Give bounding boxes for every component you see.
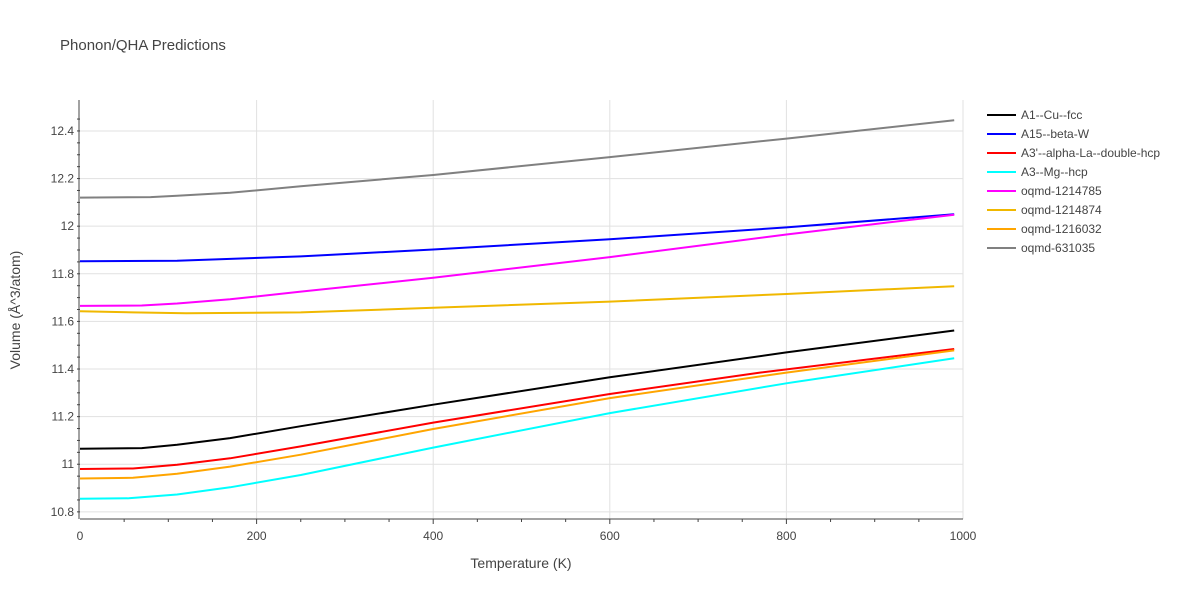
y-tick-label: 12.4 (51, 124, 75, 138)
series-line-7 (79, 349, 955, 480)
x-tick-label: 1000 (950, 529, 977, 543)
legend-item[interactable]: A1--Cu--fcc (987, 108, 1082, 122)
x-tick-label: 200 (247, 529, 267, 543)
y-tick-label: 10.8 (51, 505, 75, 519)
series-line-3 (79, 348, 955, 470)
legend-label: A15--beta-W (1021, 127, 1090, 141)
legend-label: oqmd-1214785 (1021, 184, 1102, 198)
legend-item[interactable]: oqmd-1214785 (987, 184, 1102, 198)
plot-area (79, 119, 955, 500)
x-tick-label: 0 (77, 529, 84, 543)
legend-label: A3--Mg--hcp (1021, 165, 1088, 179)
y-tick-label: 12.2 (51, 172, 75, 186)
y-tick-label: 11.2 (52, 410, 75, 424)
series-line-4 (79, 357, 955, 500)
legend-label: A1--Cu--fcc (1021, 108, 1082, 122)
x-tick-label: 600 (600, 529, 620, 543)
x-axis-ticks: 0 200 400 600 800 1000 (77, 519, 977, 543)
legend-item[interactable]: A3'--alpha-La--double-hcp (987, 146, 1160, 160)
y-tick-label: 12 (61, 219, 75, 233)
x-tick-label: 800 (776, 529, 796, 543)
series-line-5 (79, 213, 955, 307)
legend-item[interactable]: oqmd-631035 (987, 241, 1095, 255)
legend-item[interactable]: A3--Mg--hcp (987, 165, 1088, 179)
x-tick-label: 400 (423, 529, 443, 543)
series-line-1 (79, 329, 955, 450)
legend-label: oqmd-631035 (1021, 241, 1095, 255)
y-tick-label: 11.8 (52, 267, 75, 281)
legend-label: oqmd-1214874 (1021, 203, 1102, 217)
grid (80, 100, 964, 519)
y-axis-title: Volume (Å^3/atom) (7, 251, 23, 370)
legend-label: A3'--alpha-La--double-hcp (1021, 146, 1160, 160)
y-tick-label: 11.6 (52, 314, 75, 328)
series-line-6 (79, 285, 955, 315)
x-axis-title: Temperature (K) (470, 555, 571, 571)
axes (78, 100, 963, 520)
y-axis-ticks: 10.8 11 11.2 11.4 11.6 11.8 12 12.2 12.4 (51, 118, 80, 519)
legend-label: oqmd-1216032 (1021, 222, 1102, 236)
legend: A1--Cu--fcc A15--beta-W A3'--alpha-La--dou… (987, 108, 1160, 255)
y-tick-label: 11.4 (52, 362, 75, 376)
legend-item[interactable]: oqmd-1216032 (987, 222, 1102, 236)
series-line-8 (79, 119, 955, 199)
series-line-2 (79, 213, 955, 263)
legend-item[interactable]: A15--beta-W (987, 127, 1090, 141)
y-tick-label: 11 (62, 457, 75, 471)
chart-title: Phonon/QHA Predictions (60, 37, 226, 54)
legend-item[interactable]: oqmd-1214874 (987, 203, 1102, 217)
